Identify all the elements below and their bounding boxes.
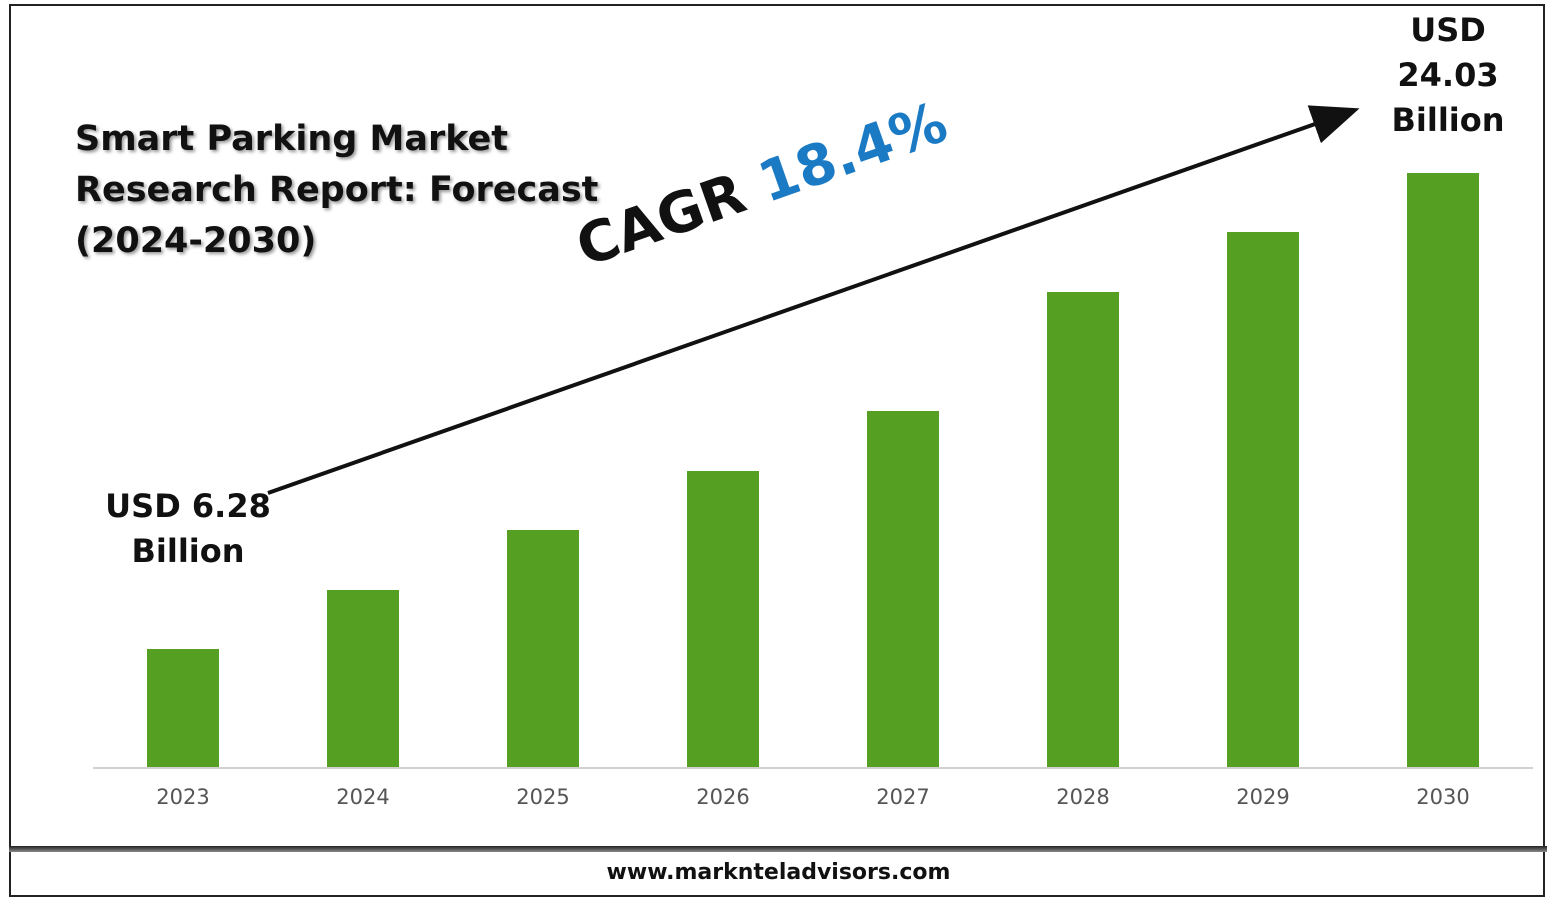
trend-arrow — [267, 105, 1360, 495]
x-tick-label: 2030 — [1416, 785, 1470, 809]
bar — [1407, 173, 1479, 767]
x-tick-label: 2028 — [1056, 785, 1110, 809]
bar — [1227, 231, 1299, 767]
frame — [9, 4, 1545, 897]
separator — [9, 846, 1547, 852]
bar — [327, 590, 399, 767]
value-label: USD 6.28 Billion — [105, 487, 271, 570]
x-tick-label: 2023 — [156, 785, 210, 809]
x-tick-label: 2029 — [1236, 785, 1290, 809]
bar — [147, 649, 219, 767]
x-axis — [93, 767, 1533, 769]
bar — [507, 529, 579, 767]
bar — [687, 470, 759, 767]
bar — [867, 411, 939, 767]
bar — [1047, 292, 1119, 767]
x-tick-label: 2024 — [336, 785, 390, 809]
footer: www.marknteladvisors.com — [606, 860, 951, 885]
value-label: USD 24.03 Billion — [1391, 11, 1505, 139]
x-tick-label: 2027 — [876, 785, 930, 809]
x-tick-label: 2025 — [516, 785, 570, 809]
x-tick-label: 2026 — [696, 785, 750, 809]
chart-title: Smart Parking Market Research Report: Fo… — [75, 119, 599, 261]
